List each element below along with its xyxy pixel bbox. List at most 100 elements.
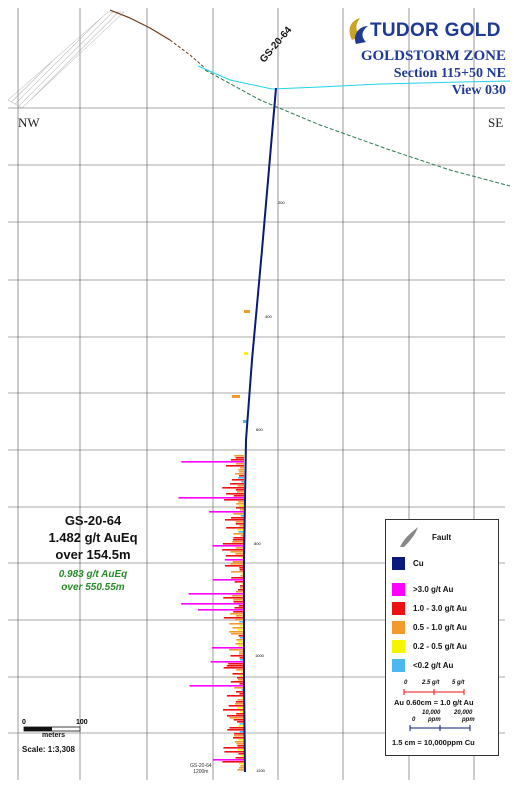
depth-markers: 200 400 600 800 1000 1200	[254, 200, 285, 773]
assay-bar	[239, 471, 244, 473]
assay-bar	[223, 597, 244, 599]
assay-bar	[237, 629, 244, 631]
contact-line	[204, 69, 511, 187]
assay-bar	[235, 703, 244, 705]
assay-bar	[240, 535, 244, 537]
assay-bar	[237, 679, 244, 681]
assay-bar	[230, 483, 244, 485]
assay-bar	[235, 619, 244, 621]
assay-bar	[239, 767, 244, 769]
assay-bar	[212, 759, 244, 761]
legend-label: 1.0 - 3.0 g/t Au	[413, 603, 467, 613]
depth-marker: 600	[256, 427, 263, 432]
assay-bar	[233, 495, 244, 497]
assay-bar	[232, 737, 244, 739]
assay-bar	[230, 613, 244, 615]
assay-bar	[227, 729, 244, 731]
assay-bar	[232, 561, 244, 563]
assay-bar	[234, 741, 244, 743]
legend-item-gt3: >3.0 g/t Au	[392, 582, 453, 596]
assay-bar	[224, 751, 244, 753]
depth-marker: 1000	[255, 653, 265, 658]
assay-bar	[239, 637, 244, 639]
surface-line	[197, 65, 511, 90]
assay-bar	[235, 691, 244, 693]
assay-bar	[239, 723, 244, 725]
legend-item-cu: Cu	[392, 556, 424, 570]
assay-bar	[222, 487, 244, 489]
assay-bar	[235, 521, 244, 523]
assay-bar	[224, 519, 244, 521]
assay-bar	[181, 461, 244, 463]
assay-bar	[238, 725, 244, 727]
assay-bar	[235, 701, 244, 703]
assay-bar	[239, 657, 244, 659]
assay-bar	[239, 509, 244, 511]
assay-bar	[234, 687, 244, 689]
assay-bar	[233, 601, 244, 603]
assay-bar	[238, 469, 244, 471]
legend-swatch	[392, 556, 405, 570]
assay-bar	[239, 567, 244, 569]
assay-bar	[229, 727, 244, 729]
assay-bar	[237, 529, 244, 531]
assay-bar	[238, 605, 244, 607]
scale-end: 100	[76, 719, 88, 726]
assay-bar	[178, 497, 244, 499]
assay-bar	[240, 515, 244, 517]
au-scale-tick-0: 0	[404, 680, 408, 686]
view-title: View 030	[451, 83, 506, 98]
assay-bar	[212, 579, 244, 581]
assay-bar	[234, 581, 244, 583]
assay-bar	[237, 749, 244, 751]
assay-bar	[238, 531, 244, 533]
cu-scale-tick-2: 20,000	[454, 710, 473, 716]
assay-bar	[226, 527, 244, 529]
assay-bar	[225, 565, 244, 567]
assay-bar	[235, 643, 244, 645]
assay-bar	[240, 575, 244, 577]
assay-bar	[237, 769, 244, 771]
assay-bar	[236, 743, 244, 745]
intercept-box: GS-20-64 1.482 g/t AuEq over 154.5m	[28, 512, 158, 563]
assay-bar	[239, 585, 244, 587]
assay-bar	[235, 757, 244, 759]
assay-bar	[241, 573, 244, 575]
assay-bar	[223, 667, 244, 669]
assay-bar	[240, 765, 244, 767]
assay-bar	[238, 653, 244, 655]
assay-bar	[235, 615, 244, 617]
legend-swatch	[392, 658, 405, 672]
assay-bar	[233, 537, 244, 539]
assay-bar	[230, 681, 244, 683]
assay-bar	[235, 507, 244, 509]
assay-bar	[236, 639, 244, 641]
assay-bar	[237, 699, 244, 701]
hatched-unit	[7, 11, 125, 109]
intercept-length: over 154.5m	[55, 547, 131, 562]
assay-bar	[241, 689, 244, 691]
assay-bar	[240, 467, 244, 469]
legend-swatch	[392, 620, 405, 634]
assay-bar	[233, 719, 244, 721]
assay-bar	[232, 395, 240, 398]
assay-bar	[238, 635, 244, 637]
au-scale-caption: Au 0.60cm = 1.0 g/t Au	[394, 698, 474, 707]
fault-icon	[400, 527, 418, 547]
intercept-grade: 1.482 g/t AuEq	[48, 530, 138, 545]
assay-bar	[232, 595, 244, 597]
assay-bar	[222, 543, 244, 545]
assay-bar	[234, 607, 244, 609]
intercept-alt-box: 0.983 g/t AuEq over 550.55m	[28, 568, 158, 594]
assay-bar	[231, 571, 244, 573]
direction-se: SE	[488, 115, 504, 130]
company-name: TUDOR GOLD	[370, 20, 501, 41]
assay-bar	[239, 625, 244, 627]
assay-bar	[235, 473, 244, 475]
assay-bar	[235, 457, 244, 459]
assay-bar	[223, 747, 244, 749]
topography-dashed	[169, 39, 206, 69]
assay-bar	[237, 491, 244, 493]
assay-bar	[237, 485, 244, 487]
assay-bar	[239, 525, 244, 527]
